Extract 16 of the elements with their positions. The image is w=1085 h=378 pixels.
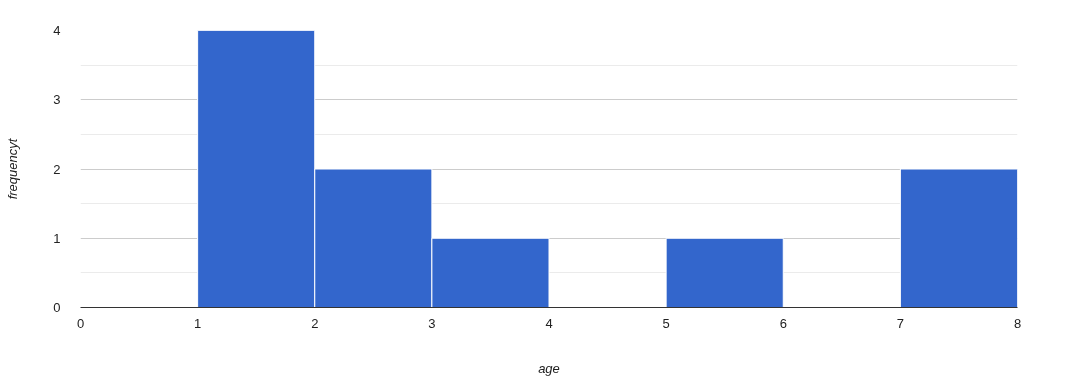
x-tick-label: 6 — [779, 315, 787, 331]
y-tick-label: 0 — [53, 300, 61, 315]
y-tick-label: 1 — [53, 230, 61, 246]
x-tick-label: 7 — [896, 315, 904, 331]
x-tick-label: 5 — [662, 315, 670, 331]
x-tick-label: 1 — [194, 315, 202, 331]
x-axis-title: age — [538, 360, 560, 376]
x-tick-label: 8 — [1013, 315, 1022, 331]
y-tick-label: 4 — [53, 23, 61, 38]
x-tick-label: 0 — [76, 315, 85, 331]
y-tick-label: 3 — [53, 92, 61, 108]
y-tick-label: 2 — [53, 161, 61, 177]
x-tick-label: 3 — [428, 315, 436, 331]
x-tick-label: 2 — [311, 315, 319, 331]
y-axis-title: frequencyt — [5, 137, 21, 200]
x-tick-label: 4 — [545, 315, 553, 331]
